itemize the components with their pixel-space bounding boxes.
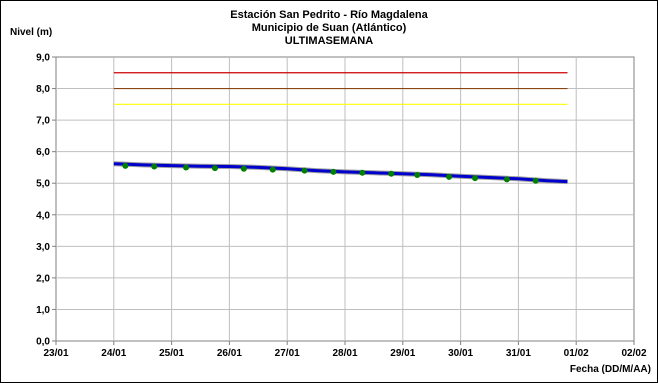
data-point [359, 169, 366, 176]
data-point [446, 173, 453, 180]
y-tick-label: 8,0 [36, 84, 50, 95]
reference-lines [113, 72, 568, 105]
data-point [388, 170, 395, 177]
x-tick-label: 27/01 [275, 348, 300, 359]
y-tick-label: 2,0 [36, 273, 50, 284]
y-tick-label: 9,0 [36, 53, 50, 64]
x-tick-label: 02/02 [621, 348, 646, 359]
x-axis-title: Fecha (DD/M/AA) [570, 364, 651, 375]
data-point [414, 172, 421, 179]
data-point [183, 164, 190, 171]
x-tick-label: 30/01 [448, 348, 473, 359]
y-tick-label: 0,0 [36, 337, 50, 348]
data-point [151, 163, 158, 170]
y-tick-label: 6,0 [36, 147, 50, 158]
x-tick-label: 01/02 [564, 348, 589, 359]
x-tick-label: 23/01 [43, 348, 68, 359]
chart-title-line-2: Municipio de Suan (Atlántico) [252, 22, 407, 34]
data-series [113, 161, 568, 185]
chart-title-line-1: Estación San Pedrito - Río Magdalena [230, 9, 428, 21]
y-tick-label: 3,0 [36, 242, 50, 253]
data-point [472, 175, 479, 182]
y-tick-label: 5,0 [36, 179, 50, 190]
series-line [113, 162, 568, 184]
data-point [211, 165, 218, 172]
data-point [269, 166, 276, 173]
data-point [240, 165, 247, 172]
y-tick-label: 7,0 [36, 116, 50, 127]
axis-ticks: 0,0 1,0 2,0 3,0 4,0 5,0 6,0 7,0 8,0 9,0 23/01 24/01… [36, 53, 647, 360]
data-point [301, 167, 308, 174]
x-tick-label: 28/01 [332, 348, 357, 359]
data-point [122, 162, 129, 169]
y-axis-title: Nivel (m) [10, 27, 52, 38]
chart-title-line-3: ULTIMASEMANA [285, 35, 373, 47]
x-tick-label: 24/01 [101, 348, 126, 359]
x-tick-label: 26/01 [217, 348, 242, 359]
y-tick-label: 1,0 [36, 305, 50, 316]
data-point [532, 177, 539, 184]
x-tick-label: 29/01 [390, 348, 415, 359]
x-tick-label: 25/01 [159, 348, 184, 359]
data-point [330, 168, 337, 175]
x-tick-label: 31/01 [506, 348, 531, 359]
data-point [503, 176, 510, 183]
y-tick-label: 4,0 [36, 210, 50, 221]
